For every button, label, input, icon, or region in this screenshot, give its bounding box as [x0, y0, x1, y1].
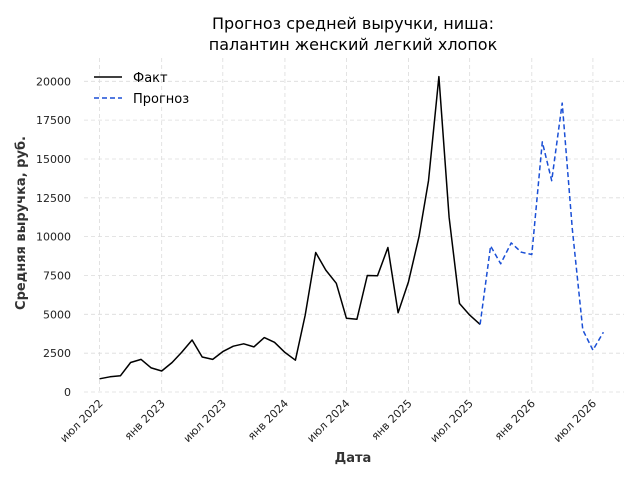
x-tick-label: янв 2025 [369, 397, 415, 443]
x-tick-label: янв 2026 [492, 397, 538, 443]
x-tick-label: июл 2025 [428, 397, 476, 445]
legend: Факт Прогноз [94, 71, 189, 107]
x-tick-label: июл 2026 [551, 397, 599, 445]
y-tick-label: 17500 [36, 114, 71, 127]
y-tick-label: 0 [64, 386, 71, 399]
x-tick-label: июл 2022 [58, 397, 106, 445]
chart-title-line-1: Прогноз средней выручки, ниша: [212, 14, 494, 33]
x-tick-label: янв 2024 [245, 397, 291, 443]
x-axis-ticks: июл 2022 янв 2023 июл 2023 янв 2024 июл 2024… [58, 397, 599, 445]
series-line-forecast [479, 102, 605, 351]
series-lines [99, 75, 605, 380]
y-axis-ticks: 0 2500 5000 7500 10000 12500 15000 17500 20000 [36, 75, 71, 399]
legend-label-fact: Факт [133, 71, 168, 86]
y-axis-label: Средняя выручка, руб. [14, 136, 29, 310]
x-axis-label: Дата [335, 451, 372, 466]
y-tick-label: 2500 [43, 347, 71, 360]
series-line-fact [99, 75, 481, 380]
y-tick-label: 5000 [43, 308, 71, 321]
x-tick-label: июл 2024 [304, 397, 352, 445]
x-tick-label: июл 2023 [181, 397, 229, 445]
y-tick-label: 12500 [36, 192, 71, 205]
x-tick-label: янв 2023 [122, 397, 168, 443]
y-tick-label: 10000 [36, 231, 71, 244]
grid [84, 58, 624, 393]
legend-label-forecast: Прогноз [133, 92, 189, 107]
y-tick-label: 15000 [36, 153, 71, 166]
chart-title-line-2: палантин женский легкий хлопок [209, 35, 498, 54]
y-tick-label: 20000 [36, 75, 71, 88]
y-tick-label: 7500 [43, 269, 71, 282]
